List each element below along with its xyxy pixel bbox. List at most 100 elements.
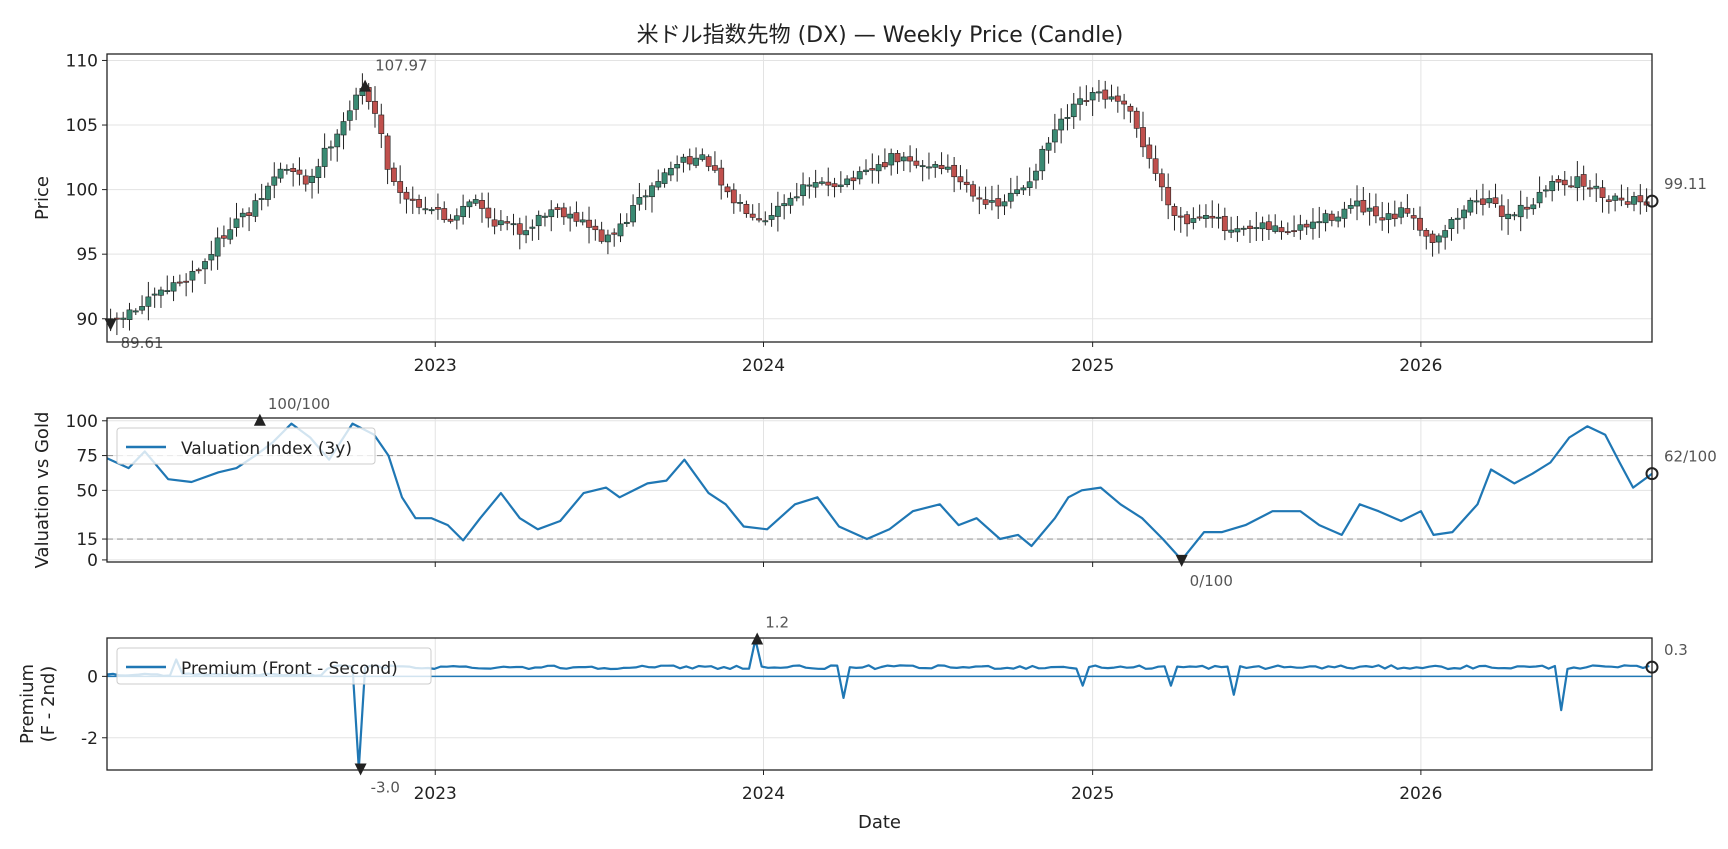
- annotation-label: 99.11: [1664, 175, 1707, 193]
- premium-annotations: 1.2 -3.0 0.3: [354, 614, 1688, 796]
- candle-body: [334, 133, 341, 148]
- candle-body: [1561, 179, 1568, 186]
- annotation-label: 1.2: [765, 614, 789, 632]
- candle-body: [1158, 173, 1165, 188]
- candle-body: [372, 100, 378, 114]
- candle-body: [926, 166, 932, 169]
- valuation-y-ticks: 015 50 75 100: [66, 412, 107, 571]
- candle-body: [1196, 216, 1203, 219]
- candle-body: [1272, 225, 1279, 232]
- candle-body: [435, 207, 441, 210]
- y-axis-label-line: Premium: [17, 664, 38, 744]
- candle-body: [938, 165, 945, 169]
- max-marker: [359, 79, 372, 92]
- candle-body: [1599, 187, 1606, 198]
- candle-body: [485, 207, 492, 219]
- candle-body: [1435, 235, 1442, 243]
- candle-body: [302, 175, 309, 185]
- candle-body: [1140, 127, 1146, 148]
- candle-body: [1423, 230, 1430, 237]
- candle-body: [1001, 201, 1008, 207]
- candle-body: [384, 135, 391, 170]
- candle-body: [573, 212, 580, 222]
- candle-body: [258, 198, 265, 200]
- candle-body: [642, 195, 649, 198]
- candle-body: [894, 153, 901, 163]
- y-tick-label: 50: [76, 481, 98, 501]
- candle-body: [567, 213, 574, 219]
- candle-body: [1593, 185, 1600, 189]
- candle-body: [283, 168, 290, 171]
- candle-body: [724, 186, 731, 193]
- candle-body: [158, 289, 164, 296]
- candle-body: [598, 229, 605, 242]
- candle-body: [995, 198, 1002, 207]
- chart-title: 米ドル指数先物 (DX) — Weekly Price (Candle): [637, 23, 1124, 48]
- premium-panel: 1.2 -3.0 0.3 -2 0 2023 2024 2025 2026 Premium …: [17, 614, 1688, 833]
- candle-body: [1454, 217, 1461, 220]
- candle-body: [1247, 225, 1253, 229]
- candle-body: [1064, 117, 1071, 119]
- candle-body: [1228, 229, 1235, 233]
- candle-body: [183, 280, 190, 283]
- candle-body: [699, 154, 706, 160]
- candle-body: [416, 199, 422, 208]
- candle-body: [428, 209, 435, 212]
- candle-body: [340, 121, 347, 136]
- candle-body: [1209, 215, 1216, 219]
- candle-body: [1448, 219, 1455, 230]
- y-tick-label: 0: [87, 667, 98, 687]
- valuation-y-axis-label: Valuation vs Gold: [32, 412, 53, 569]
- candle-body: [1391, 213, 1398, 220]
- candle-body: [1310, 221, 1316, 229]
- candle-body: [353, 94, 360, 110]
- candle-body: [869, 168, 876, 171]
- candle-body: [1316, 221, 1323, 224]
- candle-body: [1328, 213, 1335, 221]
- candle-body: [466, 201, 473, 208]
- price-annotations: 107.97 89.61 99.11: [104, 57, 1707, 352]
- candle-body: [1486, 198, 1493, 204]
- min-marker: [1175, 554, 1188, 567]
- candle-body: [693, 157, 699, 166]
- candle-body: [132, 310, 139, 313]
- candle-body: [126, 309, 133, 320]
- candle-body: [252, 200, 259, 217]
- candle-body: [1605, 199, 1612, 202]
- candle-body: [491, 219, 498, 227]
- candle-body: [189, 270, 196, 281]
- annotation-label: 89.61: [121, 334, 164, 352]
- candle-body: [680, 156, 687, 163]
- candle-body: [586, 219, 592, 228]
- candle-body: [951, 164, 958, 178]
- candle-body: [1165, 186, 1172, 206]
- candle-body: [1524, 206, 1530, 210]
- candle-body: [1568, 185, 1574, 188]
- candle-body: [1631, 196, 1637, 205]
- price-candles: [107, 73, 1650, 336]
- candle-body: [806, 184, 813, 187]
- candle-body: [120, 317, 127, 320]
- valuation-annotations: 100/100 0/100 62/100: [253, 395, 1717, 590]
- candle-body: [548, 209, 555, 218]
- candle-body: [346, 110, 353, 121]
- candle-body: [1574, 176, 1581, 189]
- candle-body: [944, 166, 951, 170]
- candle-body: [1536, 191, 1543, 204]
- candle-body: [208, 254, 215, 261]
- candle-body: [1203, 215, 1209, 219]
- candle-body: [970, 184, 976, 197]
- candle-body: [1517, 204, 1524, 218]
- annotation-label: 62/100: [1664, 448, 1717, 466]
- candle-body: [1026, 181, 1033, 188]
- candle-body: [1492, 197, 1499, 205]
- candle-body: [737, 202, 744, 204]
- candle-body: [535, 214, 542, 227]
- candle-body: [277, 168, 284, 179]
- candle-body: [447, 218, 454, 222]
- candle-body: [1190, 218, 1197, 223]
- annotation-label: 100/100: [268, 395, 330, 413]
- candle-body: [1542, 189, 1549, 192]
